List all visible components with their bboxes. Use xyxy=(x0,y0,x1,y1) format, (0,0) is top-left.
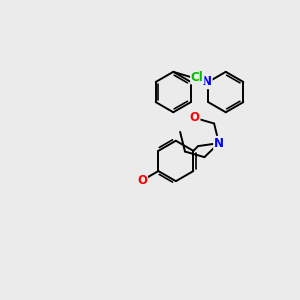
Text: N: N xyxy=(202,75,212,88)
Text: Cl: Cl xyxy=(191,70,204,84)
Text: O: O xyxy=(137,174,147,187)
Text: N: N xyxy=(214,136,224,150)
Text: O: O xyxy=(190,111,200,124)
